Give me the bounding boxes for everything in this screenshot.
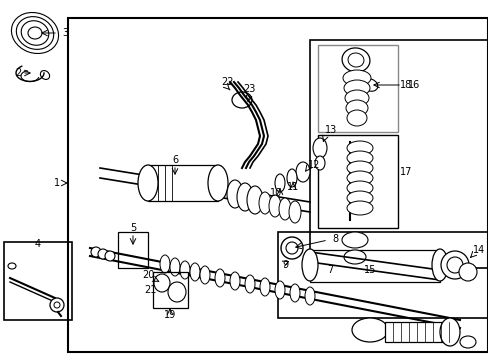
Text: 20: 20 [142, 270, 155, 280]
Text: 3: 3 [62, 28, 68, 38]
Text: 4: 4 [35, 239, 41, 249]
Text: 22: 22 [221, 77, 234, 87]
Ellipse shape [168, 282, 185, 302]
Text: 11: 11 [286, 182, 299, 192]
Ellipse shape [226, 180, 243, 208]
Ellipse shape [342, 48, 369, 72]
Bar [309, 40, 487, 268]
Text: 5: 5 [130, 223, 136, 233]
Text: 19: 19 [163, 310, 176, 320]
Circle shape [98, 249, 108, 259]
Text: 12: 12 [307, 160, 320, 170]
Ellipse shape [312, 138, 326, 158]
Text: 8: 8 [331, 234, 337, 244]
Circle shape [105, 251, 115, 261]
Ellipse shape [343, 250, 365, 264]
Text: 16: 16 [407, 80, 419, 90]
Ellipse shape [314, 156, 325, 170]
Ellipse shape [190, 263, 200, 281]
Circle shape [91, 247, 101, 257]
Ellipse shape [362, 79, 377, 91]
Ellipse shape [274, 281, 285, 299]
Text: 18: 18 [399, 80, 411, 90]
Text: 7: 7 [326, 265, 332, 275]
Ellipse shape [459, 336, 475, 348]
Ellipse shape [244, 275, 254, 293]
Ellipse shape [346, 201, 372, 215]
Ellipse shape [288, 201, 301, 223]
Bar [384, 322, 449, 342]
Ellipse shape [346, 191, 372, 205]
Ellipse shape [279, 198, 290, 220]
Ellipse shape [346, 171, 372, 185]
Ellipse shape [274, 174, 285, 192]
Text: 9: 9 [282, 260, 287, 270]
Circle shape [458, 263, 476, 281]
Ellipse shape [180, 261, 190, 279]
Bar [118, 232, 148, 268]
Ellipse shape [138, 165, 158, 201]
Ellipse shape [346, 161, 372, 175]
Circle shape [54, 302, 60, 308]
Circle shape [281, 237, 303, 259]
Ellipse shape [431, 249, 447, 281]
Ellipse shape [342, 70, 370, 86]
Ellipse shape [200, 266, 209, 284]
Ellipse shape [260, 278, 269, 296]
Ellipse shape [8, 263, 16, 269]
Ellipse shape [345, 90, 368, 106]
Ellipse shape [215, 269, 224, 287]
Ellipse shape [347, 53, 363, 67]
Bar [153, 272, 187, 308]
Bar [317, 45, 397, 132]
Ellipse shape [295, 162, 309, 182]
Ellipse shape [346, 181, 372, 195]
Text: 23: 23 [243, 84, 255, 94]
Text: 10: 10 [269, 188, 282, 198]
Circle shape [440, 251, 468, 279]
Ellipse shape [305, 287, 314, 305]
Ellipse shape [343, 80, 369, 96]
Bar [148, 165, 218, 201]
Ellipse shape [286, 169, 296, 187]
Text: 13: 13 [325, 125, 337, 135]
Ellipse shape [346, 100, 367, 116]
Bar [68, 18, 487, 352]
Bar [309, 250, 439, 282]
Ellipse shape [229, 272, 240, 290]
Ellipse shape [346, 151, 372, 165]
Text: 1: 1 [54, 178, 60, 188]
Text: 21: 21 [144, 285, 157, 295]
Ellipse shape [341, 232, 367, 248]
Circle shape [50, 298, 64, 312]
Text: 15: 15 [363, 265, 375, 275]
Ellipse shape [160, 255, 170, 273]
Bar [278, 232, 487, 318]
Ellipse shape [351, 318, 387, 342]
Text: 6: 6 [172, 155, 178, 165]
Ellipse shape [246, 186, 263, 214]
Ellipse shape [289, 284, 299, 302]
Text: 17: 17 [399, 167, 411, 177]
Ellipse shape [154, 274, 170, 292]
Circle shape [446, 257, 462, 273]
Ellipse shape [237, 183, 252, 211]
Ellipse shape [346, 141, 372, 155]
Circle shape [285, 242, 297, 254]
Text: 14: 14 [472, 245, 484, 255]
Text: 2: 2 [16, 68, 22, 78]
Ellipse shape [170, 258, 180, 276]
Bar [4, 242, 72, 320]
Ellipse shape [28, 27, 42, 39]
Ellipse shape [268, 195, 281, 217]
Bar [317, 135, 397, 228]
Ellipse shape [302, 249, 317, 281]
Ellipse shape [207, 165, 227, 201]
Ellipse shape [346, 110, 366, 126]
Ellipse shape [439, 318, 459, 346]
Ellipse shape [259, 192, 270, 214]
